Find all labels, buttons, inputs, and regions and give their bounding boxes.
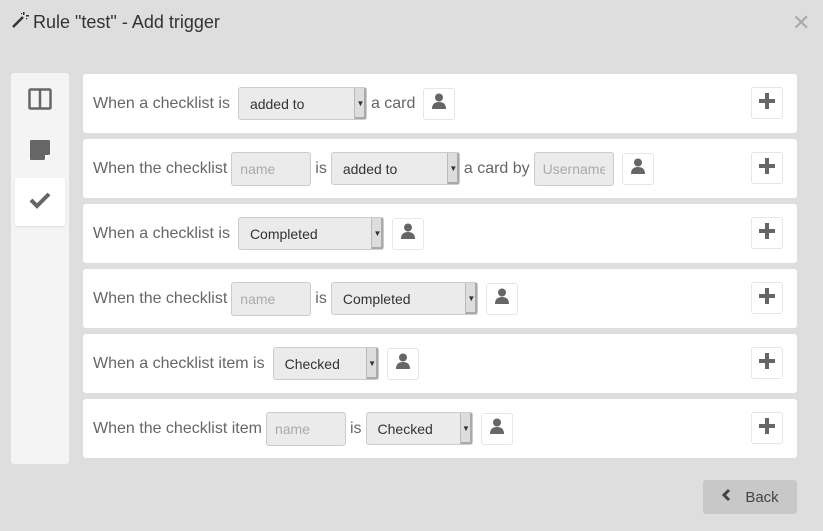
plus-icon (759, 157, 775, 179)
checklist-name-input[interactable] (231, 281, 312, 316)
add-trigger-button[interactable] (751, 282, 783, 314)
state-select[interactable]: Completed ▼ (330, 282, 478, 315)
trigger-text: When the checklist (93, 159, 228, 177)
item-state-select[interactable]: Checked ▼ (365, 412, 473, 445)
select-value: Completed (249, 225, 318, 242)
add-trigger-button[interactable] (751, 152, 783, 184)
select-value: Checked (284, 355, 340, 372)
trigger-row: When the checklist is Completed ▼ (83, 269, 797, 328)
user-icon (494, 288, 509, 309)
user-icon (489, 418, 504, 439)
magic-wand-icon (11, 11, 29, 34)
action-select[interactable]: added to ▼ (237, 87, 367, 120)
back-button[interactable]: Back (703, 480, 797, 514)
add-trigger-button[interactable] (751, 412, 783, 444)
chevron-left-icon (721, 488, 731, 506)
action-select[interactable]: added to ▼ (330, 152, 460, 185)
select-value: added to (249, 95, 305, 112)
trigger-text: When the checklist (93, 289, 228, 307)
item-state-select[interactable]: Checked ▼ (272, 347, 379, 380)
board-columns-icon (28, 87, 52, 115)
trigger-text: is (315, 159, 327, 177)
trigger-text: a card by (463, 159, 530, 177)
caret-down-icon: ▼ (446, 153, 459, 184)
add-trigger-button[interactable] (751, 347, 783, 379)
plus-icon (759, 287, 775, 309)
tab-checklist[interactable] (15, 178, 65, 226)
checklist-item-name-input[interactable] (265, 411, 346, 446)
trigger-text: When a checklist is (93, 224, 230, 242)
trigger-text: When a checklist item is (93, 354, 265, 372)
user-filter-button[interactable] (485, 282, 518, 315)
select-value: Completed (342, 290, 411, 307)
user-filter-button[interactable] (386, 347, 419, 380)
trigger-row: When the checklist is added to ▼ a card b… (83, 139, 797, 198)
user-filter-button[interactable] (391, 217, 424, 250)
caret-down-icon: ▼ (459, 413, 472, 444)
trigger-text: is (315, 289, 327, 307)
select-value: Checked (377, 420, 433, 437)
trigger-category-sidebar (11, 73, 69, 464)
user-filter-button[interactable] (480, 412, 513, 445)
dialog-title: Rule "test" - Add trigger (33, 12, 220, 32)
trigger-row: When a checklist is Completed ▼ (83, 204, 797, 263)
tab-board[interactable] (15, 77, 65, 125)
caret-down-icon: ▼ (464, 283, 477, 314)
user-icon (630, 158, 645, 179)
caret-down-icon: ▼ (370, 218, 383, 249)
plus-icon (759, 352, 775, 374)
trigger-row: When a checklist is added to ▼ a card (83, 74, 797, 133)
checkmark-icon (29, 191, 51, 214)
plus-icon (759, 92, 775, 114)
tab-card[interactable] (15, 128, 65, 176)
trigger-text: a card (370, 94, 416, 112)
plus-icon (759, 222, 775, 244)
state-select[interactable]: Completed ▼ (237, 217, 384, 250)
user-filter-button[interactable] (621, 152, 654, 185)
user-filter-button[interactable] (423, 87, 456, 120)
plus-icon (759, 417, 775, 439)
checklist-name-input[interactable] (231, 151, 312, 186)
trigger-text: is (349, 419, 362, 437)
add-trigger-button[interactable] (751, 87, 783, 119)
user-icon (400, 223, 415, 244)
back-label: Back (745, 488, 779, 506)
card-icon (29, 139, 51, 166)
trigger-row: When a checklist item is Checked ▼ (83, 334, 797, 393)
trigger-text: When a checklist is (93, 94, 230, 112)
trigger-text: When the checklist item (93, 419, 262, 437)
caret-down-icon: ▼ (353, 88, 366, 119)
close-icon[interactable]: ✕ (792, 10, 811, 35)
trigger-row: When the checklist item is Checked ▼ (83, 399, 797, 458)
select-value: added to (342, 160, 398, 177)
add-trigger-button[interactable] (751, 217, 783, 249)
username-input[interactable] (533, 151, 614, 186)
caret-down-icon: ▼ (365, 348, 378, 379)
user-icon (432, 93, 447, 114)
dialog-title-bar: Rule "test" - Add trigger (11, 11, 220, 34)
user-icon (395, 353, 410, 374)
